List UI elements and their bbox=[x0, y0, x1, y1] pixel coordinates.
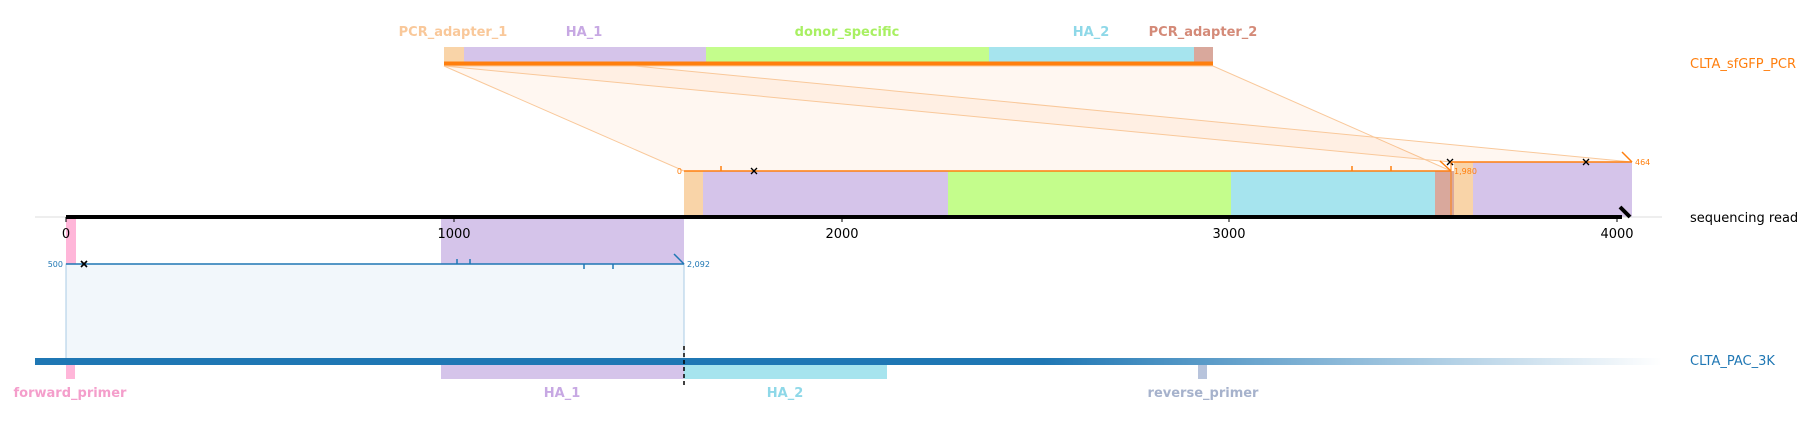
top-ha-2-block bbox=[989, 47, 1194, 62]
orange-alignment-2: 464 bbox=[1450, 151, 1650, 171]
read-ha-1-block bbox=[703, 171, 948, 217]
read-ha-1-lower-block bbox=[441, 217, 684, 264]
top-donor-specific-block bbox=[706, 47, 989, 62]
read-axis: 0 1000 2000 3000 4000 sequencing read bbox=[35, 205, 1798, 242]
read-axis-tick-label: 0 bbox=[62, 227, 70, 242]
mismatch-x-marker bbox=[1446, 158, 1454, 166]
read-axis-end-mark bbox=[1618, 205, 1632, 219]
bottom-reverse-primer-block bbox=[1198, 365, 1207, 379]
bottom-label-ha-1: HA_1 bbox=[544, 386, 581, 401]
blue-fan bbox=[65, 263, 685, 362]
top-pcr-adapter-2-block bbox=[1194, 47, 1213, 62]
orange-alignment-2-end-mark bbox=[1621, 151, 1633, 163]
orange-fan-1 bbox=[443, 65, 1452, 172]
top-reference-name: CLTA_sfGFP_PCR bbox=[1690, 57, 1796, 72]
bottom-reference-name: CLTA_PAC_3K bbox=[1690, 354, 1775, 369]
read-name: sequencing read bbox=[1690, 211, 1798, 226]
bottom-ha-2-block bbox=[684, 365, 887, 379]
top-reference: PCR_adapter_1 HA_1 donor_specific HA_2 P… bbox=[399, 25, 1796, 72]
top-ha-1-block bbox=[464, 47, 706, 62]
bottom-forward-primer-block bbox=[66, 365, 75, 379]
blue-alignment-end-label: 2,092 bbox=[687, 260, 710, 269]
read-ha-2-block bbox=[1231, 171, 1435, 217]
orange-alignment-fans bbox=[443, 65, 1633, 172]
read-forward-primer-block bbox=[66, 217, 76, 264]
orange-alignment-2-end-label: 464 bbox=[1635, 158, 1650, 167]
read-axis-tick-label: 4000 bbox=[1600, 227, 1633, 242]
read-pcr-adapter-2-block bbox=[1435, 171, 1454, 217]
bottom-label-ha-2: HA_2 bbox=[767, 386, 804, 401]
bottom-label-reverse-primer: reverse_primer bbox=[1148, 386, 1260, 401]
orange-alignment-1-end-mark bbox=[1439, 160, 1452, 172]
top-label-pcr-adapter-1: PCR_adapter_1 bbox=[399, 25, 508, 40]
mismatch-x-marker bbox=[750, 167, 758, 175]
mismatch-x-marker bbox=[1582, 158, 1590, 166]
read-donor-specific-block bbox=[948, 171, 1231, 217]
read-ha-1b-block bbox=[1473, 162, 1632, 217]
top-label-ha-1: HA_1 bbox=[566, 25, 603, 40]
blue-alignment-start-label: 500 bbox=[48, 260, 63, 269]
orange-alignment-1: 0 1,980 bbox=[677, 158, 1477, 217]
bottom-reference: forward_primer HA_1 HA_2 reverse_primer … bbox=[14, 346, 1775, 401]
read-pcr-adapter-1-block bbox=[684, 171, 703, 217]
read-axis-tick-label: 1000 bbox=[437, 227, 470, 242]
top-pcr-adapter-1-block bbox=[444, 47, 464, 62]
read-axis-tick-label: 3000 bbox=[1212, 227, 1245, 242]
mismatch-x-marker bbox=[80, 260, 88, 268]
top-label-donor-specific: donor_specific bbox=[795, 25, 900, 40]
bottom-ha-1-block bbox=[441, 365, 684, 379]
read-axis-tick-label: 2000 bbox=[825, 227, 858, 242]
read-pcr-adapter-1b-block bbox=[1454, 162, 1473, 217]
read-feature-blocks bbox=[66, 162, 1632, 264]
orange-alignment-1-start-label: 0 bbox=[677, 167, 682, 176]
bottom-reference-line bbox=[35, 358, 1662, 365]
orange-alignment-1-end-label: 1,980 bbox=[1454, 167, 1477, 176]
read-axis-ticks bbox=[65, 217, 1618, 222]
top-label-pcr-adapter-2: PCR_adapter_2 bbox=[1149, 25, 1258, 40]
blue-alignment: 500 2,092 bbox=[48, 253, 710, 362]
bottom-label-forward-primer: forward_primer bbox=[14, 386, 128, 401]
blue-alignment-end-mark bbox=[673, 253, 685, 265]
top-reference-line bbox=[444, 61, 1213, 67]
top-label-ha-2: HA_2 bbox=[1073, 25, 1110, 40]
